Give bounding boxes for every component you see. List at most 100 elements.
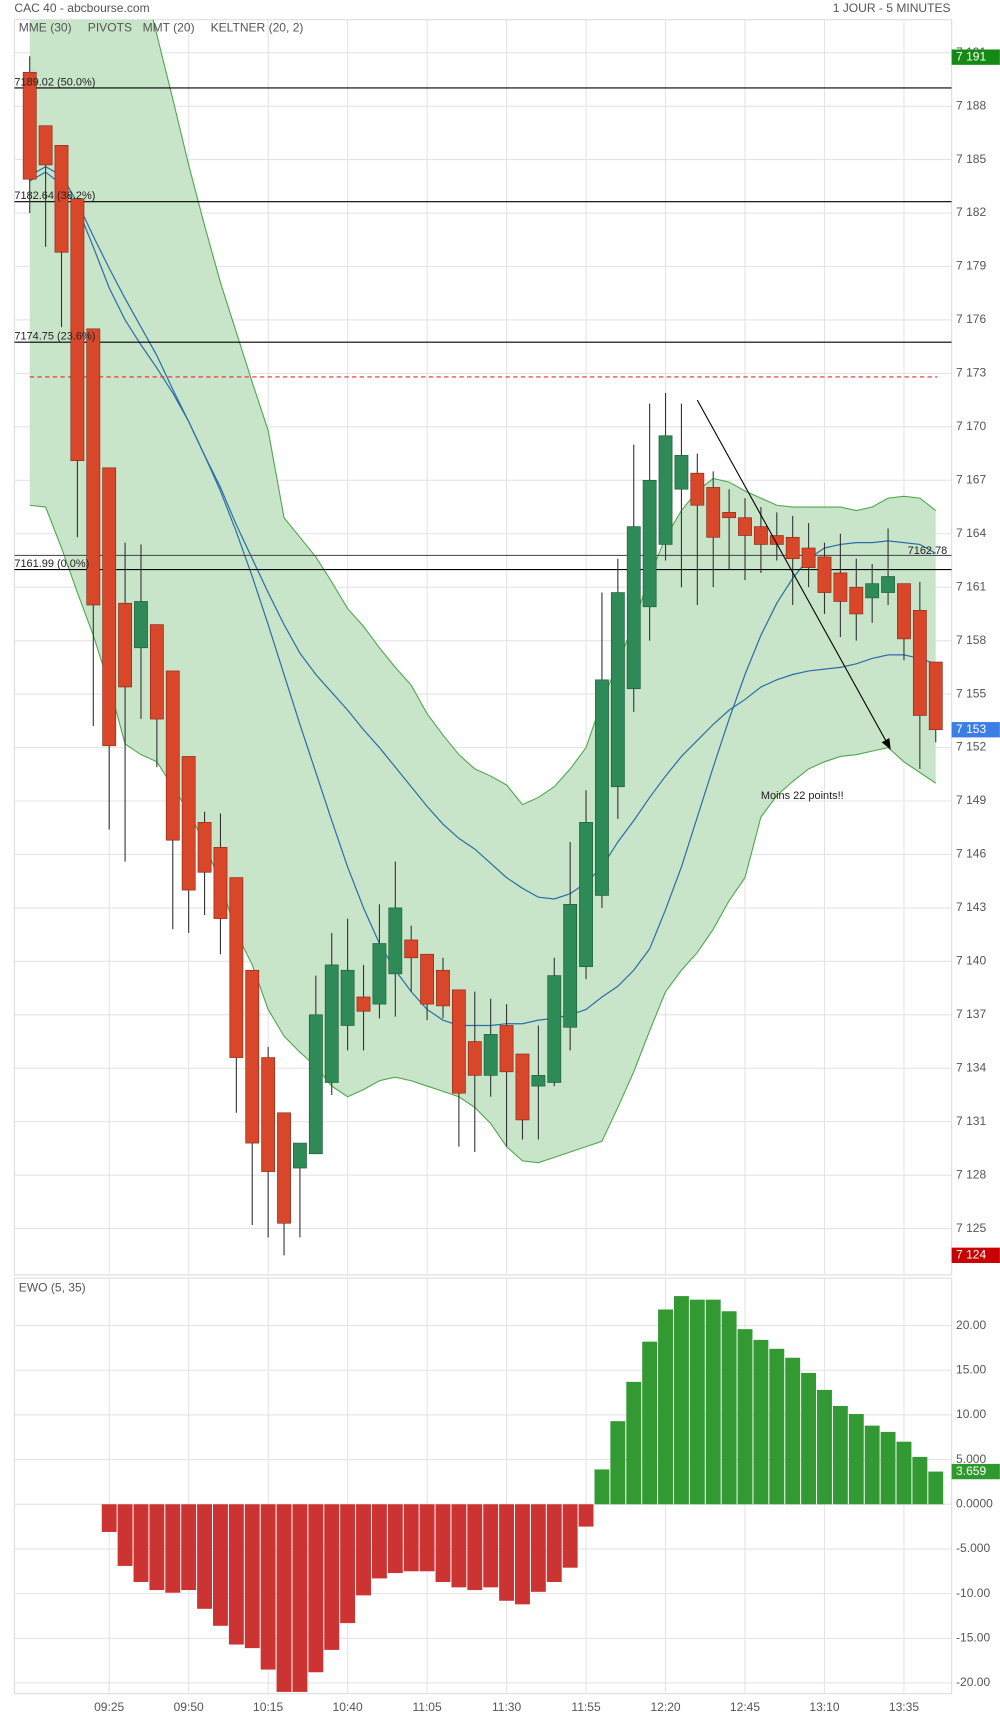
x-tick-label: 13:10	[809, 1700, 839, 1714]
candle-body	[563, 904, 578, 1028]
candle-body	[70, 198, 85, 462]
ewo-bar	[419, 1504, 435, 1572]
candle-body	[928, 661, 943, 731]
ewo-bar	[403, 1504, 419, 1572]
candle-body	[451, 989, 466, 1094]
y-tick-label: 7 140	[956, 954, 986, 968]
candle-body	[738, 517, 752, 536]
price-badge	[951, 1247, 1000, 1264]
ewo-bar	[276, 1504, 292, 1692]
y-tick-label: 7 173	[956, 366, 986, 380]
price-plot	[14, 19, 952, 1275]
candle-body	[308, 1014, 323, 1155]
ewo-bar	[499, 1504, 515, 1601]
legend-entry: MME (30)	[19, 21, 72, 35]
y-tick-label: 7 176	[956, 312, 986, 326]
candle-body	[483, 1034, 498, 1076]
x-tick-label: 10:40	[333, 1700, 363, 1714]
ewo-bar	[165, 1504, 181, 1593]
y-tick-label: 7 146	[956, 847, 986, 861]
ewo-bar	[451, 1504, 467, 1588]
ewo-bar	[737, 1329, 753, 1505]
y-tick-label: 5.000	[956, 1452, 986, 1466]
x-tick-label: 09:25	[94, 1700, 124, 1714]
ewo-bar	[228, 1504, 244, 1645]
y-tick-label: -5.000	[956, 1541, 990, 1555]
y-tick-label: 7 143	[956, 900, 986, 914]
candle-body	[897, 583, 911, 640]
annotation: Moins 22 points!!	[761, 790, 844, 802]
pivot-label: 7189.02 (50.0%)	[14, 76, 95, 88]
annotation-arrow	[696, 399, 891, 750]
candle-body	[277, 1112, 291, 1224]
y-tick-label: 7 131	[956, 1114, 986, 1128]
price-badge-label: 7 124	[956, 1248, 986, 1262]
y-tick-label: 7 158	[956, 633, 986, 647]
candle-body	[801, 547, 816, 568]
y-tick-label: 7 128	[956, 1167, 986, 1181]
price-badge-label: 7 153	[956, 722, 986, 736]
x-tick-label: 11:05	[412, 1700, 442, 1714]
ewo-bar	[213, 1504, 228, 1626]
ewo-bar	[785, 1357, 801, 1505]
candle-body	[149, 624, 164, 720]
ewo-bar	[546, 1504, 562, 1583]
ewo-bar	[467, 1504, 483, 1591]
candle-body	[626, 526, 641, 690]
ewo-bar	[578, 1504, 594, 1527]
candle-body	[658, 435, 673, 545]
pivot-label: 7182.64 (38.2%)	[14, 190, 95, 202]
ewo-bar	[753, 1339, 769, 1505]
candle-body	[547, 975, 562, 1083]
ewo-bar	[673, 1296, 689, 1505]
candle-body	[165, 670, 180, 841]
y-tick-label: 7 161	[956, 579, 986, 593]
legend-entry: KELTNER (20, 2)	[211, 21, 304, 35]
ewo-bar	[832, 1405, 848, 1505]
y-tick-label: 7 155	[956, 686, 986, 700]
ewo-bar	[356, 1504, 371, 1596]
ewo-bar	[801, 1372, 817, 1505]
candle-body	[865, 583, 880, 599]
y-tick-label: 7 152	[956, 740, 986, 754]
y-tick-label: 7 188	[956, 98, 986, 112]
reference-label: 7162.78	[908, 545, 948, 557]
y-tick-label: 10.00	[956, 1407, 986, 1421]
ewo-bar	[101, 1504, 117, 1532]
candle-body	[579, 822, 593, 968]
candle-body	[229, 877, 244, 1058]
y-tick-label: 7 134	[956, 1060, 986, 1074]
y-tick-label: -20.00	[956, 1675, 990, 1689]
y-tick-label: 20.00	[956, 1318, 986, 1332]
ewo-bar	[260, 1504, 276, 1670]
candle-body	[499, 1025, 514, 1073]
ewo-bar	[928, 1471, 944, 1505]
candle-body	[38, 125, 53, 166]
candle-body	[690, 472, 705, 506]
ewo-bar	[626, 1381, 642, 1505]
candle-body	[404, 939, 419, 959]
ewo-bar	[610, 1421, 626, 1505]
candle-body	[642, 479, 657, 608]
x-tick-label: 11:55	[571, 1700, 601, 1714]
ewo-bar	[371, 1504, 387, 1579]
legend-entry: PIVOTS	[88, 21, 132, 35]
x-tick-label: 09:50	[174, 1700, 204, 1714]
y-tick-label: 7 179	[956, 259, 986, 273]
value-badge	[951, 1463, 1000, 1480]
chart-subtitle: 1 JOUR - 5 MINUTES	[833, 1, 951, 15]
candle-body	[86, 328, 101, 606]
moving-average	[29, 166, 937, 1027]
candle-body	[356, 996, 371, 1012]
ewo-title: EWO (5, 35)	[19, 1280, 86, 1294]
ewo-bar	[880, 1431, 896, 1505]
ewo-bar	[244, 1504, 260, 1649]
price-badge-label: 7 191	[956, 49, 986, 63]
y-tick-label: 7 170	[956, 419, 986, 433]
x-tick-label: 11:30	[492, 1700, 522, 1714]
moving-average	[29, 171, 936, 900]
ewo-bar	[896, 1441, 912, 1505]
candle-body	[467, 1041, 482, 1076]
candle-body	[436, 969, 450, 1007]
